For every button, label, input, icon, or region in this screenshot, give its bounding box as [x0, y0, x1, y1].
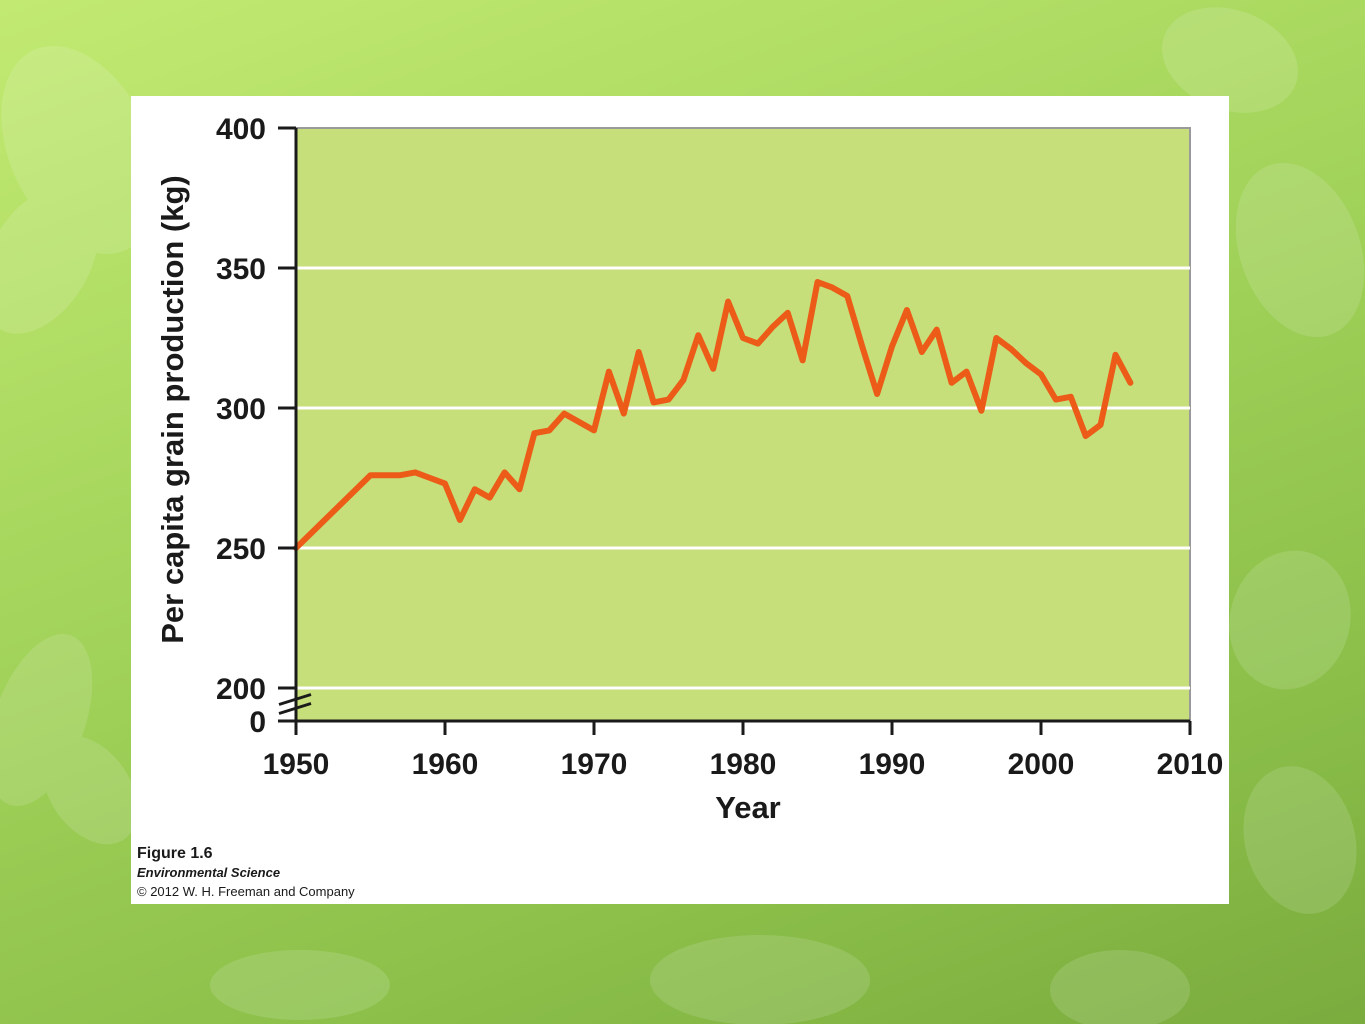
book-title: Environmental Science — [137, 865, 281, 880]
figure-panel: 0 200 250 300 350 400 1950 1960 1970 1980 1990 2000… — [131, 96, 1229, 904]
gridlines — [296, 266, 1190, 690]
series-line-grain-production — [293, 279, 1134, 551]
y-tick-label: 250 — [216, 533, 266, 566]
x-tick-label: 1950 — [263, 748, 330, 781]
x-axis-label: Year — [715, 790, 781, 825]
figure-caption: Figure 1.6 Environmental Science © 2012 … — [137, 844, 355, 901]
y-tick-label: 300 — [216, 393, 266, 426]
x-tick-label: 2010 — [1157, 748, 1224, 781]
x-tick-label: 1970 — [561, 748, 628, 781]
x-tick-label: 1980 — [710, 748, 777, 781]
y-tick-label: 400 — [216, 113, 266, 146]
x-tick-label: 2000 — [1008, 748, 1075, 781]
axis-break-mark — [278, 693, 312, 706]
y-tick-label: 0 — [249, 706, 266, 739]
x-tick-label: 1990 — [859, 748, 926, 781]
axes — [278, 126, 1192, 735]
copyright-notice: © 2012 W. H. Freeman and Company — [137, 884, 355, 899]
figure-number: Figure 1.6 — [137, 845, 213, 862]
y-tick-label: 350 — [216, 253, 266, 286]
plot-area — [295, 127, 1191, 722]
x-tick-label: 1960 — [412, 748, 479, 781]
y-axis-label: Per capita grain production (kg) — [155, 175, 190, 644]
axis-break-mark — [278, 702, 312, 715]
y-tick-label: 200 — [216, 673, 266, 706]
